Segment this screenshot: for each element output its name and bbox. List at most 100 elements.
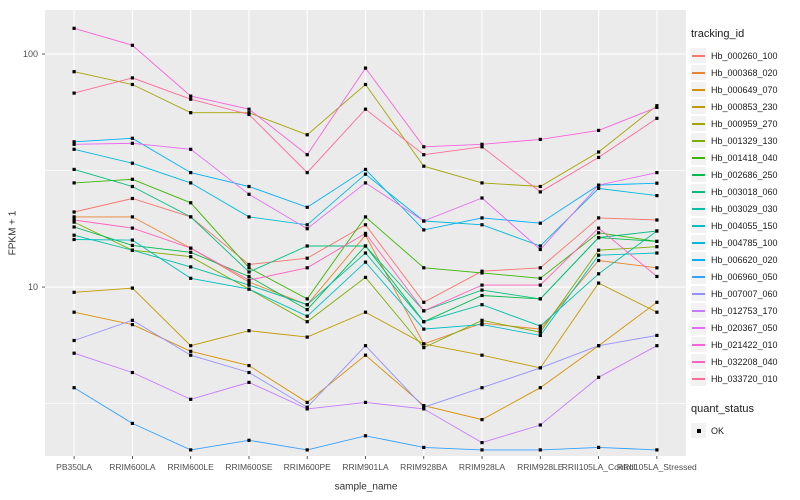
legend-key-swatch [691,82,706,97]
data-point [363,251,368,255]
data-point [130,226,134,230]
data-point [72,351,76,355]
data-point [130,370,134,375]
data-point [480,142,484,146]
data-point [655,194,659,198]
data-point [189,349,193,353]
data-point [655,274,659,279]
data-point [422,327,426,331]
legend-item-label: Hb_000959_270 [711,118,778,129]
legend-item-Hb_000368_020: Hb_000368_020 [691,64,799,81]
data-point [247,438,251,442]
data-point [189,97,193,101]
legend-item-Hb_000260_100: Hb_000260_100 [691,47,799,64]
data-point [480,418,484,422]
data-point [189,246,193,250]
data-point [247,380,251,384]
legend-item-Hb_004785_100: Hb_004785_100 [691,234,799,251]
legend-key-swatch [691,337,706,352]
legend-key-swatch [691,99,706,114]
data-point [363,172,368,176]
data-point [363,353,368,357]
legend-item-label: Hb_000368_020 [711,67,778,78]
data-point [480,353,484,357]
legend-quant-status: quant_status OK [691,403,799,439]
data-point [72,290,76,294]
data-point [189,276,193,280]
data-point [480,196,484,200]
legend-key-swatch [691,133,706,148]
legend-key-swatch [691,252,706,267]
data-point [480,386,484,390]
data-point [655,105,659,109]
data-point [597,258,601,263]
data-point [305,448,309,452]
data-point [480,293,484,298]
data-point [597,183,601,187]
data-point [189,201,193,205]
data-point [363,66,368,70]
data-point [305,405,309,409]
legend-key-line [692,139,705,142]
data-point [538,184,542,189]
data-point [538,276,542,280]
data-point [655,181,659,185]
data-point [247,274,251,279]
legend-key-line [692,190,705,193]
data-point [422,346,426,350]
legend-quant-status-items: OK [691,422,799,439]
data-point [72,147,76,151]
data-point [305,320,309,324]
data-point [247,215,251,219]
data-point [655,171,659,175]
legend-item-Hb_020367_050: Hb_020367_050 [691,319,799,336]
y-tick-label: 100 [22,48,38,59]
data-point [422,445,426,449]
legend-item-Hb_006960_050: Hb_006960_050 [691,268,799,285]
legend-item-Hb_007007_060: Hb_007007_060 [691,285,799,302]
legend-key-swatch [691,150,706,165]
x-tick-label: PB350LA [56,462,93,472]
legend-key-swatch [691,235,706,250]
data-point [130,318,134,322]
data-point [363,223,368,227]
data-point [480,448,484,452]
data-point [480,318,484,322]
data-point [422,320,426,324]
data-point [597,236,601,240]
data-point [538,327,542,331]
legend-key-swatch [691,286,706,301]
legend-item-Hb_001329_130: Hb_001329_130 [691,132,799,149]
legend-item-Hb_000959_270: Hb_000959_270 [691,115,799,132]
data-point [130,184,134,189]
data-point [189,353,193,357]
legend-key-swatch [691,371,706,386]
data-point [189,111,193,115]
data-point [247,107,251,111]
data-point [72,140,76,144]
data-point [655,333,659,337]
data-point [597,375,601,379]
legend-item-Hb_002686_250: Hb_002686_250 [691,166,799,183]
data-point [189,265,193,269]
data-point [480,323,484,327]
data-point [189,215,193,219]
data-point [130,196,134,201]
data-point [305,244,309,248]
data-point [363,344,368,348]
legend: tracking_id Hb_000260_100 Hb_000368_020 Hb… [691,28,799,439]
data-point [538,448,542,452]
legend-key-line [692,54,705,57]
data-point [422,300,426,304]
data-point [363,275,368,279]
data-point [538,386,542,390]
data-point [72,167,76,171]
data-point [305,133,309,137]
data-point [655,300,659,304]
data-point [363,400,368,404]
data-point [247,370,251,375]
data-point [130,243,134,247]
data-point [538,330,542,334]
data-point [305,171,309,175]
data-point [130,177,134,181]
